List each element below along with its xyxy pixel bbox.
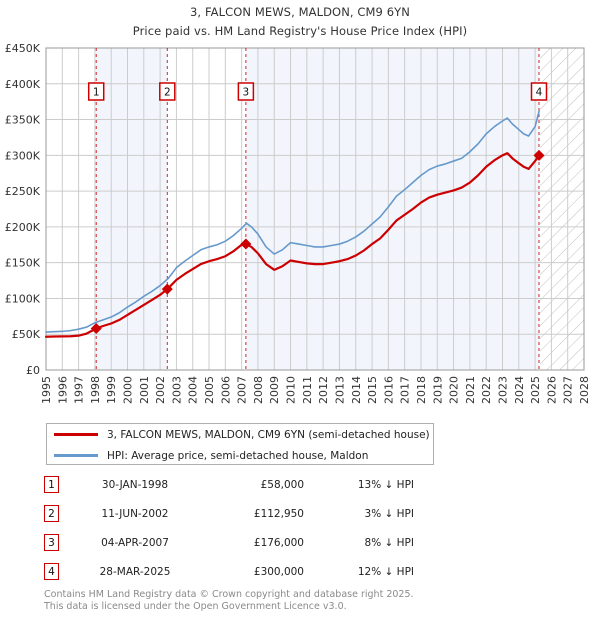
hpi-line xyxy=(45,110,540,333)
marker-label-text-3: 3 xyxy=(243,87,250,99)
marker-badge-1: 1 xyxy=(44,476,59,493)
legend-swatch-price-paid xyxy=(54,433,98,436)
x-axis-tick-label: 2019 xyxy=(431,376,444,404)
transaction-date: 04-APR-2007 xyxy=(101,536,169,549)
transaction-price: £112,950 xyxy=(253,507,304,520)
x-axis-tick-label: 2000 xyxy=(122,376,135,404)
transaction-date: 30-JAN-1998 xyxy=(101,478,169,491)
transaction-price: £300,000 xyxy=(253,565,304,578)
table-row: 4 28-MAR-2025 £300,000 12% ↓ HPI xyxy=(44,557,464,586)
highlight-band xyxy=(245,48,540,370)
x-axis-tick-label: 2005 xyxy=(203,376,216,404)
title-block: 3, FALCON MEWS, MALDON, CM9 6YN Price pa… xyxy=(0,0,600,38)
x-axis-tick-label: 2026 xyxy=(545,376,558,404)
x-axis-tick-label: 1998 xyxy=(89,376,102,404)
transaction-hpi-delta: 3% ↓ HPI xyxy=(364,507,414,520)
x-axis-tick-label: 2012 xyxy=(317,376,330,404)
price-paid-line xyxy=(44,152,541,338)
x-axis-tick-label: 2007 xyxy=(236,376,249,404)
footer-attribution: Contains HM Land Registry data © Crown c… xyxy=(44,589,584,613)
x-axis-tick-label: 2010 xyxy=(285,376,298,404)
y-axis-tick-label: £0 xyxy=(26,364,40,377)
x-axis-tick-label: 2024 xyxy=(513,376,526,404)
transaction-marker-3[interactable] xyxy=(240,238,252,250)
forecast-hatch-region xyxy=(539,48,584,370)
marker-badge-2: 2 xyxy=(44,505,59,522)
x-axis-tick-label: 2004 xyxy=(187,376,200,404)
transaction-marker-1[interactable] xyxy=(90,322,102,334)
y-axis-tick-label: £450K xyxy=(5,42,41,55)
x-axis-tick-label: 2006 xyxy=(219,376,232,404)
x-axis-tick-label: 2002 xyxy=(154,376,167,404)
y-axis-tick-label: £400K xyxy=(5,78,41,91)
x-axis-tick-label: 2021 xyxy=(464,376,477,404)
plot-border xyxy=(45,47,585,371)
page-title: 3, FALCON MEWS, MALDON, CM9 6YN xyxy=(190,5,410,19)
y-axis-tick-label: £50K xyxy=(12,328,41,341)
footer-line-licence: This data is licensed under the Open Gov… xyxy=(44,601,347,612)
legend-item-price-paid: 3, FALCON MEWS, MALDON, CM9 6YN (semi-de… xyxy=(47,424,433,445)
transaction-date: 28-MAR-2025 xyxy=(99,565,171,578)
y-axis-tick-label: £250K xyxy=(5,185,41,198)
x-axis-tick-label: 2028 xyxy=(578,376,591,404)
marker-label-text-2: 2 xyxy=(164,87,171,99)
x-axis-tick-label: 2027 xyxy=(562,376,575,404)
y-axis-tick-label: £150K xyxy=(5,257,41,270)
x-axis-tick-label: 2015 xyxy=(366,376,379,404)
transaction-marker-4[interactable] xyxy=(533,149,545,161)
x-axis-tick-label: 2009 xyxy=(268,376,281,404)
x-axis-tick-label: 2018 xyxy=(415,376,428,404)
x-axis-tick-label: 2013 xyxy=(333,376,346,404)
table-row: 3 04-APR-2007 £176,000 8% ↓ HPI xyxy=(44,528,464,557)
chart-legend: 3, FALCON MEWS, MALDON, CM9 6YN (semi-de… xyxy=(46,423,434,465)
y-axis-tick-label: £200K xyxy=(5,221,41,234)
legend-item-hpi: HPI: Average price, semi-detached house,… xyxy=(47,445,433,466)
x-axis-tick-label: 2016 xyxy=(382,376,395,404)
transaction-price: £176,000 xyxy=(253,536,304,549)
transaction-date: 11-JUN-2002 xyxy=(101,507,169,520)
x-axis-tick-label: 2017 xyxy=(399,376,412,404)
price-history-chart: £0 £50K £100K £150K £200K £250K £300K £350K £400… xyxy=(5,42,591,404)
x-axis-tick-label: 2008 xyxy=(252,376,265,404)
footer-line-copyright: Contains HM Land Registry data © Crown c… xyxy=(44,589,414,600)
x-axis-tick-label: 2003 xyxy=(170,376,183,404)
marker-label-box-1[interactable] xyxy=(87,82,105,101)
y-axis-tick-label: £350K xyxy=(5,114,41,127)
marker-badge-4: 4 xyxy=(44,563,59,580)
highlight-band xyxy=(96,48,168,370)
x-axis-tick-label: 2001 xyxy=(138,376,151,404)
marker-label-box-4[interactable] xyxy=(530,82,548,101)
legend-swatch-hpi xyxy=(54,454,98,457)
marker-badge-3: 3 xyxy=(44,534,59,551)
x-axis-tick-label: 1995 xyxy=(40,376,53,404)
x-axis-tick-label: 2023 xyxy=(496,376,509,404)
x-axis-tick-label: 2014 xyxy=(350,376,363,404)
marker-label-box-2[interactable] xyxy=(159,82,176,101)
legend-label-price-paid: 3, FALCON MEWS, MALDON, CM9 6YN (semi-de… xyxy=(107,428,430,441)
x-axis-tick-label: 2022 xyxy=(480,376,493,404)
table-row: 1 30-JAN-1998 £58,000 13% ↓ HPI xyxy=(44,470,464,499)
marker-label-text-4: 4 xyxy=(536,87,543,99)
marker-label-text-1: 1 xyxy=(93,87,100,99)
x-axis-tick-label: 2011 xyxy=(301,376,314,404)
y-axis-tick-label: £300K xyxy=(5,149,41,162)
transaction-hpi-delta: 12% ↓ HPI xyxy=(357,565,414,578)
x-axis-tick-label: 1997 xyxy=(73,376,86,404)
transactions-table: 1 30-JAN-1998 £58,000 13% ↓ HPI 2 11-JUN… xyxy=(44,470,464,586)
legend-label-hpi: HPI: Average price, semi-detached house,… xyxy=(107,449,369,462)
transaction-price: £58,000 xyxy=(260,478,304,491)
page-subtitle: Price paid vs. HM Land Registry's House … xyxy=(132,24,468,38)
transaction-hpi-delta: 8% ↓ HPI xyxy=(364,536,414,549)
transaction-hpi-delta: 13% ↓ HPI xyxy=(357,478,414,491)
x-axis-tick-label: 1996 xyxy=(56,376,69,404)
marker-label-box-3[interactable] xyxy=(237,82,255,101)
table-row: 2 11-JUN-2002 £112,950 3% ↓ HPI xyxy=(44,499,464,528)
x-axis-tick-label: 1999 xyxy=(105,376,118,404)
x-axis-tick-label: 2025 xyxy=(529,376,542,404)
transaction-marker-2[interactable] xyxy=(161,283,173,295)
y-axis-tick-label: £100K xyxy=(5,292,41,305)
x-axis-tick-label: 2020 xyxy=(448,376,461,404)
